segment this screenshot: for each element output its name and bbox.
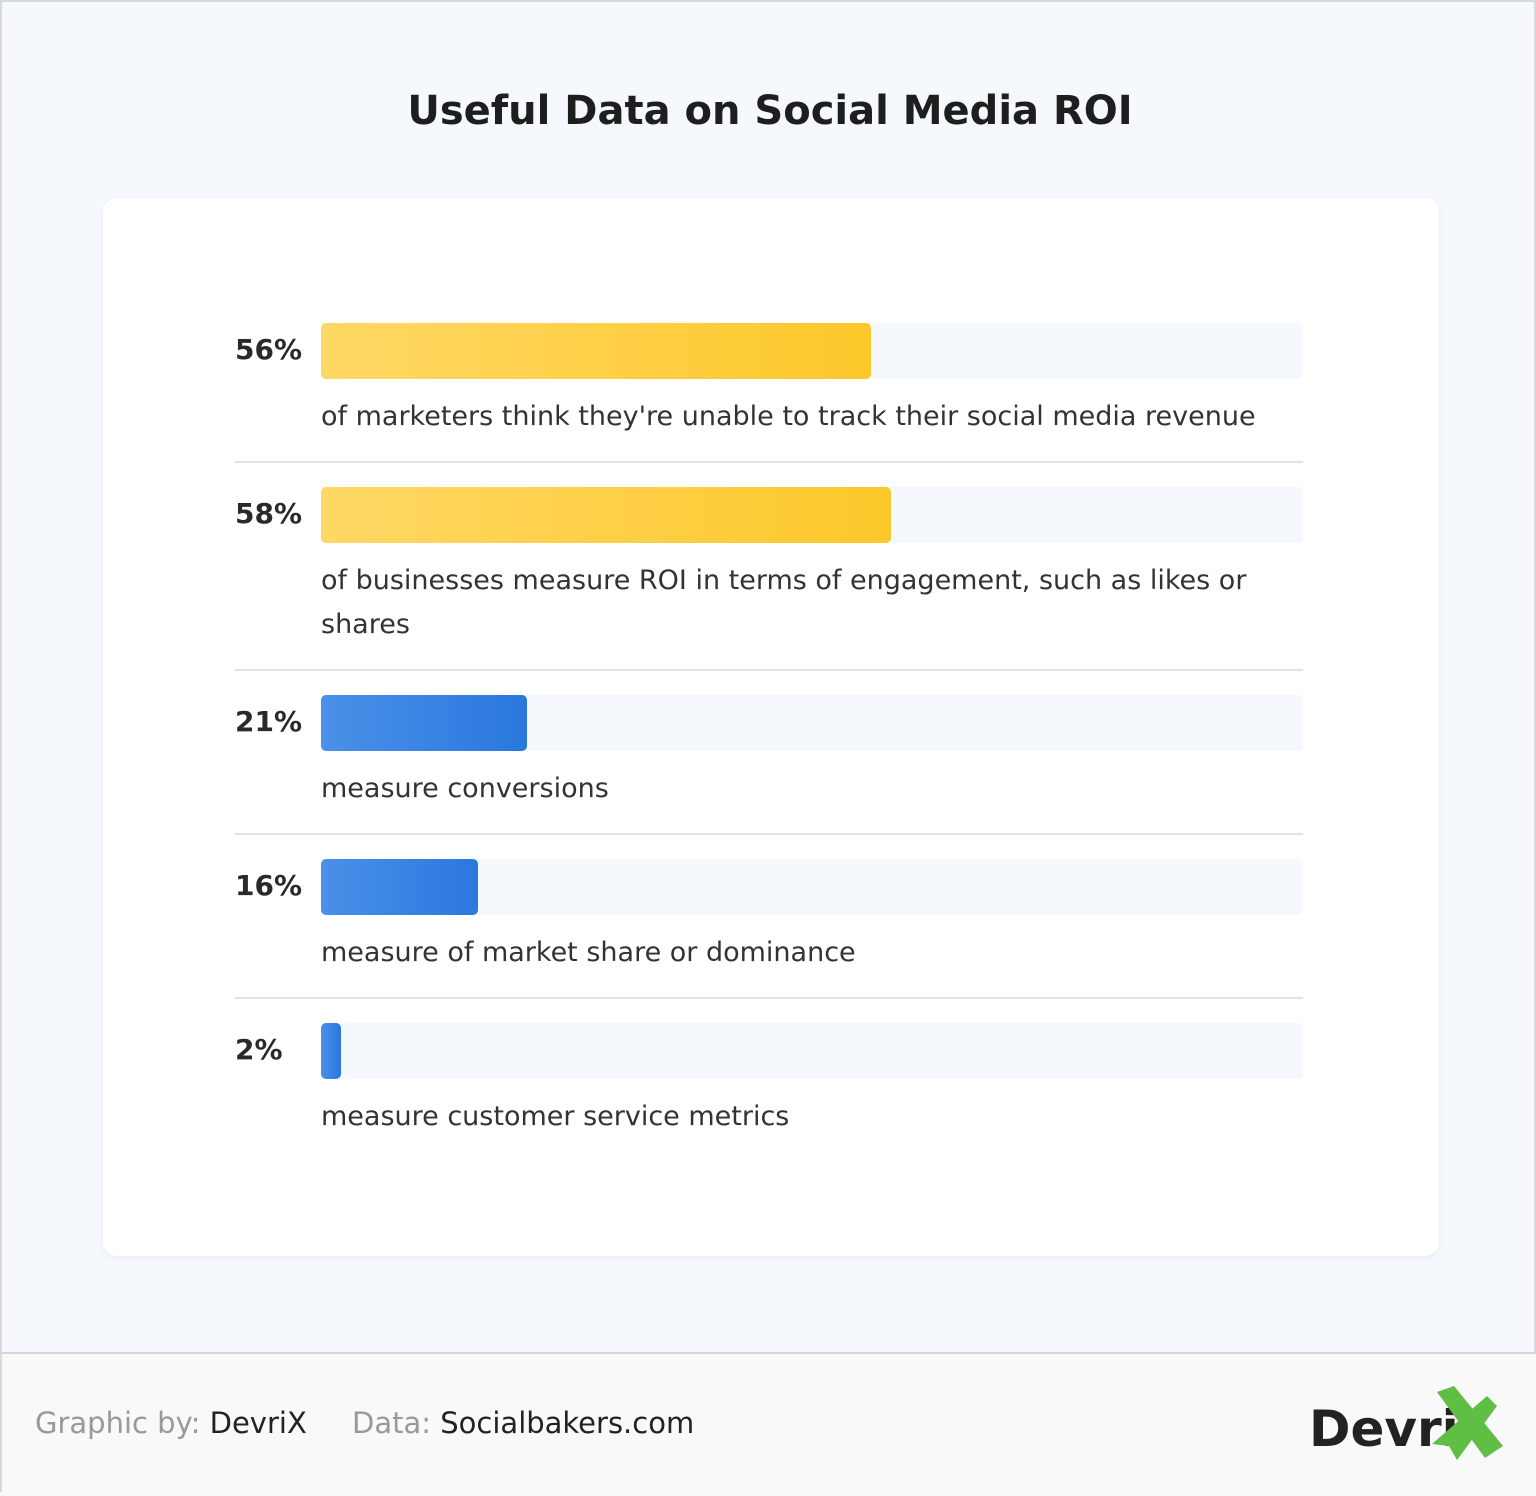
bar-value-label: 56% bbox=[235, 333, 303, 366]
bar-value-label: 58% bbox=[235, 497, 303, 530]
bar bbox=[321, 487, 891, 543]
bar-description: of businesses measure ROI in terms of en… bbox=[321, 565, 1247, 640]
chart-card: 56% of marketers think they're unable to… bbox=[103, 198, 1439, 1256]
footer: Graphic by: DevriX Data: Socialbakers.co… bbox=[2, 1352, 1536, 1496]
bar-description: measure conversions bbox=[321, 773, 609, 804]
bar-track bbox=[321, 487, 1303, 543]
bar-value-label: 21% bbox=[235, 705, 303, 738]
bar-value-label: 2% bbox=[235, 1033, 283, 1066]
graphic-by-value: DevriX bbox=[209, 1406, 307, 1440]
bar-row: 56% of marketers think they're unable to… bbox=[235, 323, 1303, 463]
bar-list: 56% of marketers think they're unable to… bbox=[235, 323, 1303, 1185]
data-source-label: Data: bbox=[352, 1406, 432, 1440]
data-source-value: Socialbakers.com bbox=[440, 1406, 695, 1440]
bar-value-label: 16% bbox=[235, 869, 303, 902]
bar-track bbox=[321, 323, 1303, 379]
bar bbox=[321, 323, 871, 379]
bar-row: 58% of businesses measure ROI in terms o… bbox=[235, 487, 1303, 671]
svg-text:Devri: Devri bbox=[1309, 1400, 1459, 1458]
bar-track bbox=[321, 859, 1303, 915]
bar-description: measure of market share or dominance bbox=[321, 937, 856, 968]
chart-title: Useful Data on Social Media ROI bbox=[407, 88, 1133, 134]
bar-row: 16% measure of market share or dominance bbox=[235, 859, 1303, 999]
graphic-by-label: Graphic by: bbox=[35, 1406, 201, 1440]
bar-row: 21% measure conversions bbox=[235, 695, 1303, 835]
bar bbox=[321, 859, 479, 915]
bar bbox=[321, 695, 528, 751]
bar-row: 2% measure customer service metrics bbox=[235, 1023, 1303, 1161]
bar-description: measure customer service metrics bbox=[321, 1101, 790, 1132]
bar-track bbox=[321, 695, 1303, 751]
credits: Graphic by: DevriX Data: Socialbakers.co… bbox=[35, 1406, 730, 1440]
bar-track bbox=[321, 1023, 1303, 1079]
bar bbox=[321, 1023, 341, 1079]
devrix-logo: Devri bbox=[1309, 1386, 1503, 1460]
bar-description: of marketers think they're unable to tra… bbox=[321, 401, 1256, 432]
